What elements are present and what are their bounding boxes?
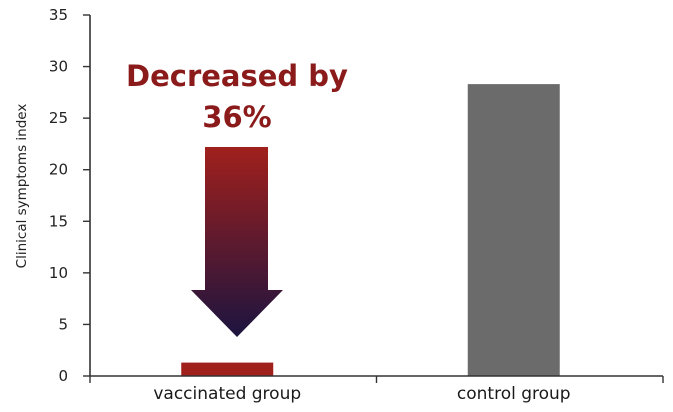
y-tick-label: 0	[58, 367, 68, 385]
y-tick-label: 35	[49, 6, 68, 24]
y-tick-label: 15	[49, 212, 68, 230]
y-tick-label: 30	[49, 58, 68, 76]
decrease-annotation: Decreased by 36%	[126, 59, 348, 337]
x-category-label: control group	[457, 384, 571, 404]
y-tick-label: 5	[58, 315, 68, 333]
y-tick-label: 10	[49, 264, 68, 282]
down-arrow-icon	[191, 147, 283, 337]
bar-vaccinated-group	[181, 362, 274, 376]
y-tick-label: 25	[49, 109, 68, 127]
bar-control-group	[467, 84, 560, 376]
x-axis-category-labels: vaccinated group control group	[153, 384, 570, 404]
y-axis-ticks: 0 5 10 15 20 25 30 35	[49, 6, 90, 385]
annotation-line-1: Decreased by	[126, 59, 348, 93]
x-category-label: vaccinated group	[153, 384, 301, 404]
annotation-line-2: 36%	[202, 100, 271, 134]
bars	[181, 84, 560, 376]
y-tick-label: 20	[49, 161, 68, 179]
x-axis-ticks	[89, 376, 664, 383]
y-axis-title: Clinical symptoms index	[14, 104, 30, 269]
